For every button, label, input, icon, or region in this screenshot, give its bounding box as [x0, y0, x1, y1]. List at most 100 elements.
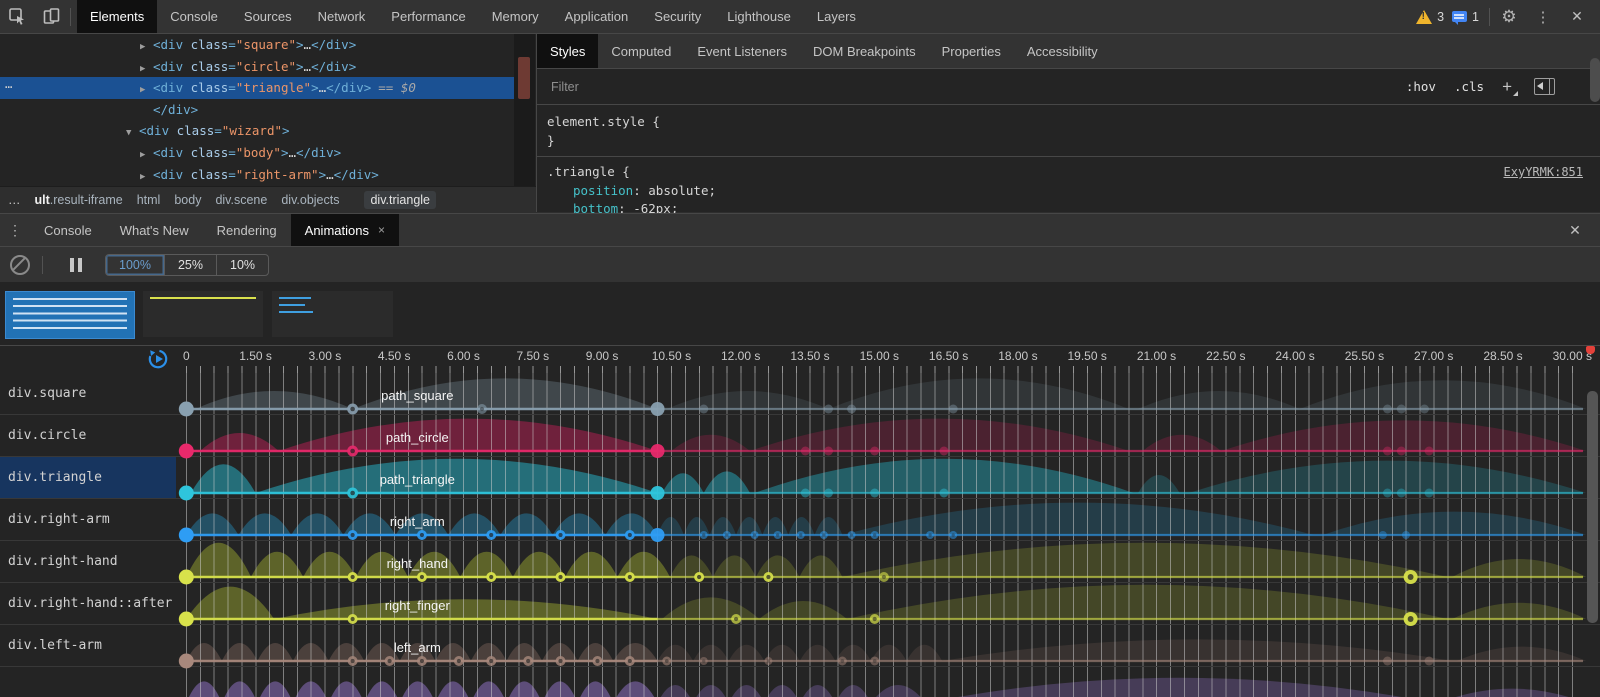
- animation-row-label[interactable]: div.right-hand: [0, 541, 176, 583]
- keyframe-dot[interactable]: [796, 531, 805, 539]
- drawer-tab-animations[interactable]: Animations ×: [290, 214, 399, 246]
- dom-node[interactable]: ▶ <div class="circle">…</div>: [0, 56, 535, 78]
- keyframe-dot-hole[interactable]: [350, 658, 355, 664]
- keyframe-dot-hole[interactable]: [627, 532, 632, 538]
- expand-arrow-icon[interactable]: ▶: [140, 42, 146, 52]
- close-tab-icon[interactable]: ×: [377, 223, 385, 237]
- keyframe-dot-hole[interactable]: [627, 658, 632, 664]
- keyframe-dot-hole[interactable]: [822, 533, 826, 537]
- animation-row-label[interactable]: div.right-hand::after: [0, 583, 176, 625]
- keyframe-dot-hole[interactable]: [775, 533, 780, 537]
- keyframe-dot[interactable]: [870, 531, 879, 539]
- css-selector-line[interactable]: element.style {: [547, 113, 1600, 132]
- hov-toggle[interactable]: :hov: [1405, 79, 1436, 94]
- close-devtools-icon[interactable]: ✕: [1571, 8, 1583, 24]
- keyframe-dot-hole[interactable]: [881, 574, 887, 580]
- breadcrumb-item[interactable]: html: [136, 193, 161, 207]
- breadcrumb-item[interactable]: div.scene: [215, 193, 268, 207]
- animation-group-thumbnail[interactable]: [143, 291, 263, 337]
- keyframe-dot-hole[interactable]: [697, 574, 702, 580]
- keyframe-dot-hole[interactable]: [419, 574, 425, 580]
- keyframe-dot-hole[interactable]: [766, 659, 771, 663]
- keyframe-dot[interactable]: [823, 404, 833, 414]
- keyframe-dot-hole[interactable]: [951, 533, 955, 537]
- keyframe-dot[interactable]: [1383, 488, 1392, 498]
- tab-elements[interactable]: Elements: [77, 0, 158, 33]
- keyframe-dot[interactable]: [1378, 531, 1387, 539]
- keyframe-dot[interactable]: [650, 444, 665, 458]
- keyframe-dot-hole[interactable]: [419, 658, 425, 664]
- css-property-line[interactable]: position: absolute;: [547, 182, 1600, 201]
- keyframe-dot[interactable]: [800, 446, 810, 456]
- keyframe-dot-hole[interactable]: [595, 658, 600, 664]
- keyframe-dot[interactable]: [870, 446, 880, 456]
- keyframe-dot-hole[interactable]: [350, 616, 355, 622]
- keyframe-dot[interactable]: [178, 653, 194, 669]
- animation-row-label[interactable]: div.square: [0, 373, 176, 415]
- keyframe-dot-hole[interactable]: [479, 406, 485, 412]
- keyframe-dot[interactable]: [650, 486, 665, 500]
- keyframe-dot-hole[interactable]: [350, 574, 355, 580]
- animation-row-label[interactable]: div.triangle: [0, 457, 176, 499]
- animation-group-thumbnail-selected[interactable]: [5, 291, 135, 339]
- sidebar-tab-dom-breakpoints[interactable]: DOM Breakpoints: [813, 43, 916, 59]
- breadcrumb-item[interactable]: body: [174, 193, 202, 207]
- dom-node[interactable]: ▶ <div class="body">…</div>: [0, 142, 535, 164]
- keyframe-dot[interactable]: [764, 657, 773, 665]
- pause-all-icon[interactable]: [69, 257, 83, 272]
- keyframe-dot[interactable]: [699, 657, 708, 665]
- keyframe-dot[interactable]: [823, 446, 833, 456]
- styles-scrollbar-thumb[interactable]: [1590, 58, 1600, 102]
- breadcrumb-item[interactable]: div.triangle: [364, 191, 437, 209]
- expand-arrow-icon[interactable]: ▶: [140, 149, 146, 160]
- tab-security[interactable]: Security: [654, 9, 702, 24]
- speed-button-100[interactable]: 100%: [106, 254, 165, 275]
- sidebar-tab-accessibility[interactable]: Accessibility: [1026, 43, 1098, 59]
- keyframe-dot-hole[interactable]: [489, 574, 494, 580]
- settings-gear-icon[interactable]: ⚙: [1501, 6, 1517, 26]
- sidebar-tab-computed[interactable]: Computed: [611, 43, 672, 59]
- elements-scrollbar-thumb[interactable]: [518, 57, 530, 99]
- keyframe-dot-hole[interactable]: [558, 532, 563, 538]
- keyframe-dot[interactable]: [178, 485, 194, 501]
- keyframe-dot-hole[interactable]: [872, 616, 877, 622]
- keyframe-dot[interactable]: [699, 404, 709, 414]
- cls-toggle[interactable]: .cls: [1453, 79, 1485, 94]
- drawer-tab-rendering[interactable]: Rendering: [216, 222, 277, 238]
- drawer-tab-what-s-new[interactable]: What's New: [119, 222, 189, 238]
- speed-button-25[interactable]: 25%: [165, 254, 218, 275]
- css-property-line[interactable]: bottom: -62px;: [547, 200, 1600, 219]
- keyframe-dot[interactable]: [178, 527, 194, 543]
- keyframe-dot-hole[interactable]: [627, 574, 632, 580]
- more-options-icon[interactable]: ⋮: [1535, 8, 1551, 26]
- keyframe-dot[interactable]: [750, 531, 759, 539]
- keyframe-dot[interactable]: [1383, 656, 1392, 666]
- sidebar-tab-styles[interactable]: Styles: [537, 34, 599, 68]
- keyframe-dot[interactable]: [870, 488, 880, 498]
- expand-arrow-down-icon[interactable]: ▼: [126, 128, 132, 139]
- new-style-rule-button[interactable]: +: [1502, 77, 1518, 97]
- keyframe-dot[interactable]: [800, 488, 810, 498]
- dom-node-selected[interactable]: ⋯ ▶ <div class="triangle">…</div> == $0: [0, 77, 535, 99]
- keyframe-dot[interactable]: [1396, 446, 1406, 456]
- node-more-actions-icon[interactable]: ⋯: [5, 80, 13, 95]
- keyframe-dot[interactable]: [699, 531, 708, 539]
- keyframe-dot-hole[interactable]: [702, 659, 706, 663]
- keyframe-dot-hole[interactable]: [799, 533, 803, 537]
- keyframe-dot-hole[interactable]: [350, 532, 355, 538]
- keyframe-dot[interactable]: [1424, 656, 1434, 666]
- keyframe-dot[interactable]: [662, 656, 672, 666]
- keyframe-dot[interactable]: [948, 404, 958, 414]
- keyframe-dot-hole[interactable]: [558, 658, 563, 664]
- drawer-close-icon[interactable]: ✕: [1569, 221, 1581, 238]
- device-toolbar-icon[interactable]: [34, 0, 68, 33]
- keyframe-dot[interactable]: [1383, 404, 1392, 414]
- keyframe-dot-hole[interactable]: [766, 574, 771, 580]
- keyframe-dot[interactable]: [178, 443, 194, 459]
- keyframe-dot-hole[interactable]: [872, 659, 877, 663]
- sidebar-tab-event-listeners[interactable]: Event Listeners: [697, 43, 787, 59]
- keyframe-dot-hole[interactable]: [558, 574, 563, 580]
- keyframe-dot[interactable]: [847, 404, 857, 414]
- expand-arrow-icon[interactable]: ▶: [140, 85, 146, 96]
- dom-node[interactable]: ▼ <div class="wizard">: [0, 120, 535, 142]
